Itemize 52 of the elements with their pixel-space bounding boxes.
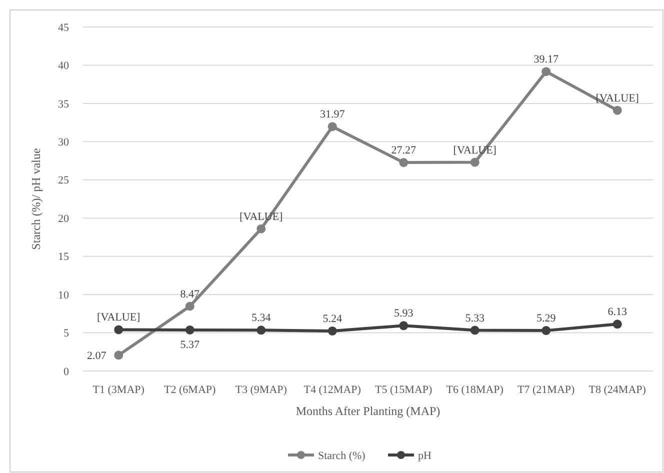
y-tick-label: 35 [58, 98, 70, 110]
x-tick-label: T2 (6MAP) [164, 384, 216, 396]
data-label: 5.29 [536, 312, 556, 325]
point [328, 122, 337, 132]
point [185, 325, 194, 334]
y-tick-label: 20 [58, 212, 70, 225]
x-tick-label: T3 (9MAP) [235, 384, 288, 396]
x-tick-label: T8 (24MAP) [588, 384, 646, 396]
data-label: 5.34 [252, 312, 272, 324]
point [399, 321, 408, 330]
y-tick-label: 45 [58, 22, 70, 34]
point [256, 326, 266, 335]
point [185, 302, 194, 311]
point [114, 350, 124, 360]
y-tick-label: 10 [58, 289, 70, 302]
y-tick-label: 40 [58, 60, 70, 72]
x-tick-label: T1 (3MAP) [92, 384, 145, 396]
x-tick-label: T4 (12MAP) [304, 384, 362, 396]
data-label: 27.27 [391, 144, 416, 157]
data-label: 8.47 [180, 288, 200, 300]
data-label: 5.93 [394, 308, 414, 320]
legend-label: pH [418, 450, 432, 462]
point [470, 158, 480, 167]
data-label: 5.33 [465, 312, 485, 324]
x-axis-title: Months After Planting (MAP) [296, 404, 440, 418]
x-tick-label: T7 (21MAP) [518, 384, 576, 396]
point [542, 326, 551, 336]
data-label: [VALUE] [596, 92, 639, 104]
y-tick-label: 30 [58, 136, 70, 149]
x-tick-label: T6 (18MAP) [446, 384, 504, 396]
y-tick-label: 0 [64, 366, 70, 378]
legend-label: Starch (%) [318, 450, 366, 462]
data-label: 6.13 [608, 306, 628, 318]
data-label: 5.24 [322, 312, 342, 325]
point [399, 158, 408, 168]
data-label: 5.37 [180, 338, 200, 351]
x-tick-label: T5 (15MAP) [375, 384, 433, 396]
y-tick-label: 25 [58, 174, 70, 187]
data-label: 2.07 [87, 350, 107, 362]
point [470, 326, 480, 335]
point [114, 325, 124, 334]
data-label: 39.17 [534, 54, 559, 66]
point [612, 106, 622, 115]
y-tick-label: 15 [58, 251, 70, 264]
point [328, 326, 337, 336]
y-axis-title: Starch (%)/ pH value [29, 148, 43, 250]
point [612, 320, 622, 329]
data-label: [VALUE] [97, 312, 140, 324]
data-label: 31.97 [320, 108, 346, 121]
point [256, 224, 266, 234]
point [542, 67, 551, 76]
y-tick-label: 5 [64, 328, 70, 340]
